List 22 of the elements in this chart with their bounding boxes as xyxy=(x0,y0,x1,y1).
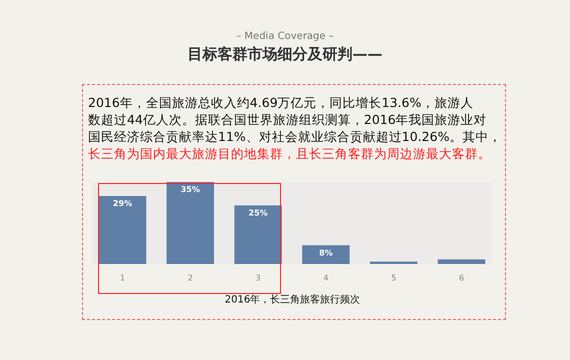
bar xyxy=(234,205,282,264)
text: 数超过44亿人次。据联合国世界旅游组织测算，2016年我国旅游业对 xyxy=(88,111,488,128)
x-tick-label: 3 xyxy=(256,274,261,282)
data-label: 29% xyxy=(112,199,132,208)
data-label: 25% xyxy=(248,208,268,218)
chart-subtitle: – Media Coverage – xyxy=(235,31,335,42)
text: 国民经济综合贡献率达11%、对社会就业综合贡献超过10.26%。其中， xyxy=(88,128,502,145)
x-tick-label: 1 xyxy=(120,274,126,282)
x-tick-label: 2 xyxy=(188,274,193,282)
bar xyxy=(98,196,146,264)
x-axis-title: 2016年，长三角旅客旅行频次 xyxy=(224,294,360,306)
bar xyxy=(302,245,350,264)
x-tick-label: 5 xyxy=(391,274,396,282)
x-tick-label: 6 xyxy=(458,274,464,282)
bar xyxy=(438,259,486,264)
x-tick-label: 4 xyxy=(323,274,328,282)
text: 长三角为国内最大旅游目的地集群，且长三角客群为周边游最大客群。 xyxy=(88,145,492,162)
text: 2016年，全国旅游总收入约4.69万亿元，同比增长13.6%，旅游人 xyxy=(88,94,474,111)
data-label: 8% xyxy=(319,248,333,258)
bar xyxy=(166,182,214,264)
data-label: 35% xyxy=(180,185,200,194)
chart-title: 目标客群市场细分及研判—— xyxy=(186,45,384,64)
